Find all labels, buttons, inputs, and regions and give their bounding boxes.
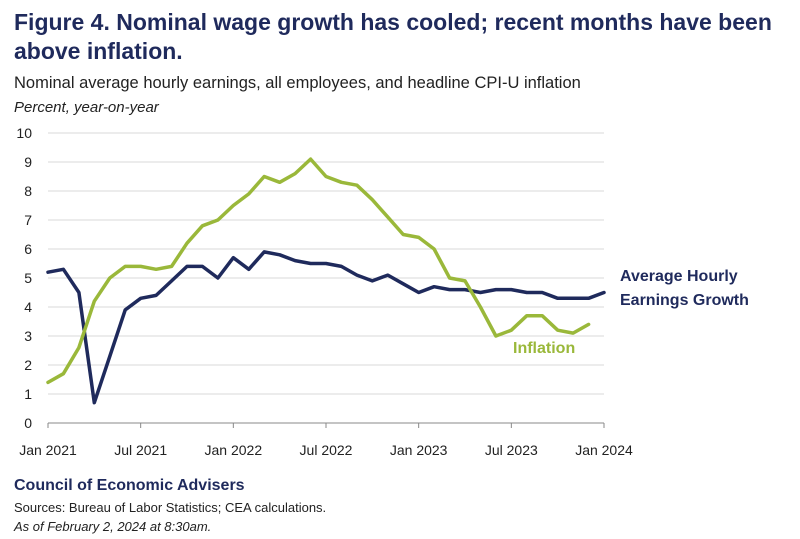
y-tick-label: 10 — [16, 125, 32, 141]
x-axis-ticks: Jan 2021 Jul 2021 Jan 2022 Jul 2022 Jan 2023… — [19, 423, 633, 458]
y-tick-label: 1 — [24, 386, 32, 402]
wages-series-label: Average Hourly — [620, 268, 738, 285]
wages-series-label: Earnings Growth — [620, 292, 749, 309]
footer-organization: Council of Economic Advisers — [14, 477, 245, 494]
wages-series-line — [46, 250, 606, 405]
chart-subtitle: Nominal average hourly earnings, all emp… — [14, 74, 581, 92]
x-tick-label: Jul 2021 — [114, 442, 167, 458]
footer-sources: Sources: Bureau of Labor Statistics; CEA… — [14, 500, 327, 515]
x-tick-label: Jan 2022 — [205, 442, 263, 458]
y-tick-label: 2 — [24, 357, 32, 373]
x-tick-label: Jan 2021 — [19, 442, 77, 458]
inflation-series-line — [46, 157, 591, 385]
y-tick-label: 3 — [24, 328, 32, 344]
x-tick-label: Jan 2023 — [390, 442, 448, 458]
x-tick-label: Jul 2022 — [300, 442, 353, 458]
y-tick-label: 0 — [24, 415, 32, 431]
unit-label: Percent, year-on-year — [14, 99, 159, 116]
y-tick-label: 7 — [24, 212, 32, 228]
y-axis-ticks: 0 1 2 3 4 5 6 7 8 9 10 — [16, 125, 32, 431]
series-labels: Average Hourly Earnings Growth Inflation — [513, 268, 749, 357]
y-tick-label: 9 — [24, 154, 32, 170]
gridlines — [48, 132, 604, 395]
x-tick-label: Jan 2024 — [575, 442, 633, 458]
x-tick-label: Jul 2023 — [485, 442, 538, 458]
y-tick-label: 4 — [24, 299, 32, 315]
footer-date: As of February 2, 2024 at 8:30am. — [14, 519, 212, 534]
y-tick-label: 8 — [24, 183, 32, 199]
chart-title: Figure 4. Nominal wage growth has cooled… — [14, 9, 772, 64]
y-tick-label: 6 — [24, 241, 32, 257]
line-chart: 0 1 2 3 4 5 6 7 8 9 10 Jan 2021 Jul 2021 Jan 2022 Jul… — [16, 125, 749, 458]
y-tick-label: 5 — [24, 270, 32, 286]
inflation-series-label: Inflation — [513, 340, 575, 357]
series-lines — [46, 157, 606, 405]
